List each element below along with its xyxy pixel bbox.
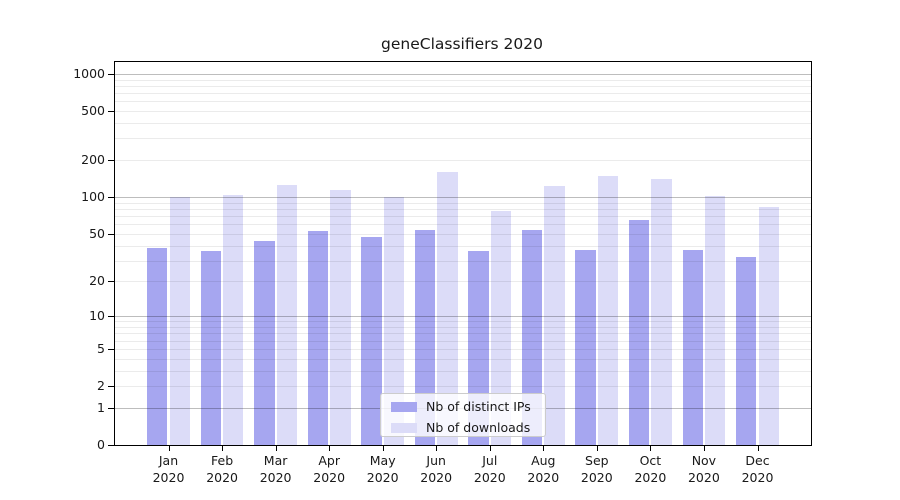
- legend: Nb of distinct IPs Nb of downloads: [380, 393, 546, 437]
- bar-downloads-may: [383, 197, 405, 445]
- y-tick-label-10: 10: [89, 308, 105, 324]
- y-tick-500: [108, 111, 114, 112]
- gridline-900: [115, 79, 811, 81]
- gridline-200: [115, 160, 811, 162]
- bar-downloads-jul: [490, 210, 512, 445]
- bar-ips-apr: [307, 230, 329, 445]
- y-tick-label-0: 0: [97, 437, 105, 452]
- x-tick-feb: [222, 446, 224, 451]
- gridline-1000: [115, 73, 811, 75]
- legend-label-downloads: Nb of downloads: [426, 420, 531, 435]
- legend-swatch-downloads: [391, 422, 417, 433]
- legend-item-downloads: Nb of downloads: [381, 418, 545, 437]
- bar-downloads-mar: [276, 185, 297, 445]
- x-tick-dec: [757, 446, 759, 451]
- x-tick-label-dec: Dec 2020: [741, 453, 774, 485]
- x-tick-oct: [650, 446, 652, 451]
- x-tick-label-sep: Sep 2020: [580, 453, 613, 485]
- x-tick-aug: [543, 446, 545, 451]
- x-tick-label-may: May 2020: [366, 453, 399, 485]
- legend-swatch-distinct-ips: [391, 401, 417, 412]
- bar-ips-nov: [682, 249, 703, 445]
- bar-downloads-feb: [223, 195, 244, 445]
- x-tick-jun: [436, 446, 438, 451]
- y-tick-label-100: 100: [81, 189, 105, 205]
- x-tick-label-jun: Jun 2020: [420, 453, 453, 485]
- bar-ips-oct: [629, 219, 650, 445]
- y-tick-label-50: 50: [89, 225, 105, 241]
- bar-ips-dec: [736, 257, 757, 445]
- bar-ips-mar: [254, 240, 275, 445]
- bar-downloads-jan: [169, 197, 190, 445]
- x-tick-mar: [275, 446, 277, 451]
- x-tick-sep: [596, 446, 598, 451]
- x-tick-label-nov: Nov 2020: [687, 453, 720, 485]
- chart-title: geneClassifiers 2020: [381, 35, 543, 53]
- y-tick-label-20: 20: [89, 273, 105, 289]
- x-tick-label-oct: Oct 2020: [634, 453, 667, 485]
- plot-area: 0 1 2 5 10 20 50 100 200 500 1000 Jan 2020 Feb 2020…: [73, 61, 812, 485]
- y-tick-20: [108, 281, 114, 283]
- bar-downloads-oct: [651, 179, 672, 445]
- legend-label-distinct-ips: Nb of distinct IPs: [426, 399, 531, 414]
- bar-ips-jan: [147, 248, 168, 445]
- y-tick-label-1000: 1000: [73, 65, 105, 81]
- gridline-800: [115, 85, 811, 87]
- bar-downloads-sep: [597, 175, 619, 445]
- gridline-600: [115, 101, 811, 103]
- y-tick-2: [108, 386, 114, 387]
- y-tick-5: [108, 348, 114, 350]
- gridline-500: [115, 111, 811, 112]
- y-tick-50: [108, 233, 114, 235]
- x-tick-label-jan: Jan 2020: [152, 453, 185, 485]
- y-tick-1000: [108, 73, 114, 75]
- gridline-400: [115, 123, 811, 124]
- y-tick-0: [108, 445, 114, 446]
- bar-downloads-nov: [704, 196, 726, 445]
- x-tick-label-feb: Feb 2020: [206, 453, 238, 485]
- y-tick-200: [108, 160, 114, 162]
- x-tick-may: [382, 446, 384, 451]
- bar-downloads-apr: [330, 190, 351, 445]
- bar-downloads-dec: [758, 207, 779, 445]
- y-tick-label-200: 200: [81, 152, 105, 168]
- y-tick-label-2: 2: [97, 378, 105, 393]
- x-tick-label-aug: Aug 2020: [527, 453, 560, 485]
- y-tick-10: [108, 316, 114, 318]
- x-tick-nov: [703, 446, 705, 451]
- bar-downloads-jun: [437, 172, 458, 445]
- x-tick-label-jul: Jul 2020: [473, 453, 506, 485]
- bar-ips-sep: [575, 249, 596, 445]
- y-tick-100: [108, 197, 114, 199]
- bar-ips-may: [361, 237, 382, 445]
- bar-ips-aug: [521, 229, 543, 445]
- x-tick-jul: [489, 446, 491, 451]
- gridline-700: [115, 93, 811, 94]
- y-tick-label-5: 5: [97, 340, 105, 356]
- x-tick-label-mar: Mar 2020: [259, 453, 292, 485]
- y-tick-label-500: 500: [81, 103, 105, 118]
- legend-item-distinct-ips: Nb of distinct IPs: [381, 397, 545, 416]
- bar-downloads-aug: [544, 186, 565, 445]
- x-tick-jan: [168, 446, 170, 451]
- x-tick-label-apr: Apr 2020: [313, 453, 346, 485]
- x-tick-apr: [329, 446, 331, 451]
- gridline-300: [115, 138, 811, 140]
- y-tick-1: [108, 407, 114, 409]
- bar-ips-jun: [414, 229, 436, 445]
- bar-ips-feb: [200, 251, 222, 445]
- y-tick-label-1: 1: [97, 399, 105, 415]
